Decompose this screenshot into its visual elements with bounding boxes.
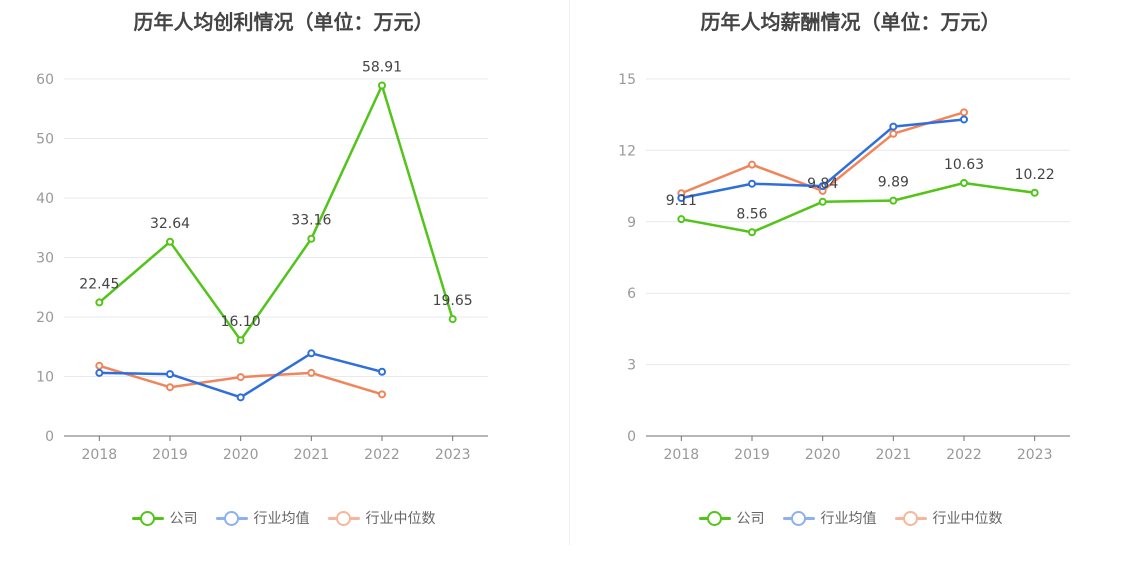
legend-item-industry-median[interactable]: 行业中位数 (894, 508, 1003, 528)
legend-item-industry-median[interactable]: 行业中位数 (327, 508, 436, 528)
y-tick-label: 6 (627, 286, 636, 302)
x-tick-label: 2020 (223, 447, 259, 463)
panel-divider (569, 0, 570, 545)
legend-salary: 公司 行业均值 行业中位数 (567, 508, 1134, 528)
data-point[interactable] (448, 315, 457, 324)
x-tick-label: 2019 (152, 447, 188, 463)
data-point[interactable] (378, 367, 386, 376)
legend-line-circle-icon (782, 511, 815, 526)
x-tick-label: 2018 (82, 447, 118, 463)
data-point[interactable] (307, 234, 316, 243)
legend-label: 公司 (736, 511, 765, 527)
data-label: 19.65 (433, 293, 473, 309)
legend-line-circle-icon (215, 511, 248, 526)
data-label: 10.63 (944, 157, 984, 173)
legend-label: 行业中位数 (932, 511, 1003, 527)
data-point[interactable] (166, 383, 174, 392)
y-tick-label: 20 (36, 310, 54, 326)
data-point[interactable] (960, 115, 968, 124)
data-point[interactable] (960, 179, 968, 188)
x-tick-label: 2021 (876, 447, 912, 463)
y-tick-label: 12 (618, 143, 636, 159)
data-label: 9.11 (666, 193, 697, 209)
data-point[interactable] (677, 194, 686, 202)
data-point[interactable] (166, 237, 174, 246)
chart-title-profit: 历年人均创利情况（单位：万元） (133, 10, 434, 34)
legend-line-circle-icon (327, 511, 360, 526)
data-label: 58.91 (362, 59, 402, 75)
legend-label: 公司 (169, 511, 198, 527)
y-tick-label: 15 (618, 72, 636, 88)
x-tick-label: 2018 (664, 447, 700, 463)
data-point[interactable] (677, 215, 686, 224)
series-line-company (98, 84, 454, 342)
x-tick-label: 2022 (946, 447, 982, 463)
legend-profit: 公司 行业均值 行业中位数 (0, 508, 567, 528)
data-point[interactable] (307, 368, 316, 377)
y-tick-label: 40 (36, 191, 54, 207)
legend-item-industry-mean[interactable]: 行业均值 (215, 508, 310, 528)
data-point[interactable] (889, 196, 898, 205)
data-label: 9.84 (807, 176, 838, 192)
data-point[interactable] (889, 122, 898, 131)
y-tick-label: 0 (627, 429, 636, 445)
data-point[interactable] (378, 81, 386, 90)
x-tick-label: 2019 (734, 447, 770, 463)
data-point[interactable] (166, 370, 174, 379)
y-tick-label: 3 (627, 358, 636, 374)
data-label: 9.89 (878, 175, 909, 191)
y-tick-label: 0 (45, 429, 54, 445)
y-tick-label: 10 (36, 370, 54, 386)
data-point[interactable] (307, 349, 316, 358)
legend-line-circle-icon (131, 511, 164, 526)
legend-label: 行业中位数 (365, 511, 436, 527)
chart-panel-salary: 历年人均薪酬情况（单位：万元） 0 3 6 9 12 15 2018 2019 2020 2021… (567, 0, 1134, 582)
data-point[interactable] (236, 393, 245, 402)
legend-line-circle-icon (894, 511, 927, 526)
y-tick-label: 9 (627, 215, 636, 231)
chart-profit: 0 10 20 30 40 50 60 2018 2019 2020 2021 2022 2023 22.… (36, 59, 488, 463)
data-label: 32.64 (150, 216, 190, 232)
y-tick-label: 50 (36, 132, 54, 148)
data-point[interactable] (95, 298, 104, 307)
data-label: 22.45 (79, 276, 119, 292)
data-point[interactable] (95, 368, 104, 377)
chart-title-salary: 历年人均薪酬情况（单位：万元） (700, 10, 1001, 34)
legend-item-company[interactable]: 公司 (131, 508, 198, 528)
x-tick-label: 2020 (805, 447, 841, 463)
data-point[interactable] (960, 108, 968, 117)
x-tick-label: 2021 (294, 447, 330, 463)
data-point[interactable] (818, 197, 827, 206)
data-point[interactable] (818, 182, 827, 191)
data-point[interactable] (748, 160, 756, 169)
data-label: 10.22 (1015, 167, 1055, 183)
legend-line-circle-icon (698, 511, 731, 526)
data-label: 33.16 (291, 213, 331, 229)
data-point[interactable] (1030, 188, 1039, 197)
data-label: 8.56 (736, 206, 767, 222)
y-tick-label: 30 (36, 251, 54, 267)
data-point[interactable] (236, 336, 245, 345)
data-point[interactable] (95, 361, 104, 370)
legend-label: 行业均值 (253, 511, 310, 527)
chart-salary: 0 3 6 9 12 15 2018 2019 2020 2021 2022 2023 9.11 8.56… (618, 72, 1070, 463)
data-point[interactable] (748, 228, 756, 237)
data-label: 16.10 (221, 314, 261, 330)
x-tick-label: 2023 (435, 447, 471, 463)
legend-item-company[interactable]: 公司 (698, 508, 765, 528)
data-point[interactable] (378, 390, 386, 399)
legend-item-industry-mean[interactable]: 行业均值 (782, 508, 877, 528)
data-point[interactable] (889, 129, 898, 138)
data-point[interactable] (748, 179, 756, 188)
y-tick-label: 60 (36, 72, 54, 88)
x-tick-label: 2022 (364, 447, 400, 463)
series-line-company (681, 181, 1035, 234)
data-point[interactable] (236, 373, 245, 382)
legend-label: 行业均值 (820, 511, 877, 527)
chart-panel-profit: 历年人均创利情况（单位：万元） 0 10 20 30 40 50 60 2018 2019 202… (0, 10, 567, 528)
x-tick-label: 2023 (1017, 447, 1053, 463)
